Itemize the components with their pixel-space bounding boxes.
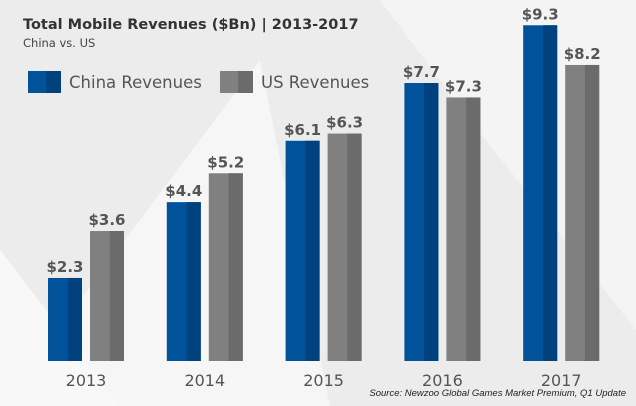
legend-item-us: US Revenues	[220, 71, 369, 93]
x-tick-label-2016: 2016	[422, 371, 463, 390]
source-note: Source: Newzoo Global Games Market Premi…	[369, 388, 626, 399]
data-label-us-2017: $8.2	[564, 45, 601, 63]
bar-shade-china-2017	[542, 25, 558, 362]
chart-title: Total Mobile Revenues ($Bn) | 2013-2017	[23, 17, 359, 33]
bar-shade-china-2014	[186, 202, 201, 361]
legend-swatch-china	[28, 71, 61, 93]
data-label-us-2015: $6.3	[326, 114, 363, 132]
bar-shade-us-2014	[228, 173, 243, 361]
data-label-china-2014: $4.4	[165, 182, 202, 200]
legend-label-china: China Revenues	[69, 72, 202, 92]
data-label-china-2015: $6.1	[284, 121, 321, 139]
x-tick-label-2013: 2013	[66, 371, 107, 390]
data-label-china-2017: $9.3	[522, 5, 559, 23]
legend-item-china: China Revenues	[28, 71, 202, 93]
data-label-us-2014: $5.2	[207, 153, 244, 171]
x-tick-label-2017: 2017	[541, 371, 582, 390]
legend-swatch-us	[220, 71, 253, 93]
bar-shade-us-2016	[466, 97, 481, 361]
bar-shade-china-2015	[305, 140, 320, 361]
chart-subtitle: China vs. US	[23, 36, 96, 50]
legend-label-us: US Revenues	[261, 72, 370, 92]
bar-shade-china-2013	[67, 277, 82, 361]
bar-shade-us-2015	[347, 133, 362, 361]
x-tick-label-2015: 2015	[303, 371, 344, 390]
bar-shade-us-2017	[584, 64, 600, 361]
data-label-us-2013: $3.6	[88, 211, 125, 229]
x-tick-label-2014: 2014	[184, 371, 225, 390]
bar-shade-us-2013	[109, 231, 124, 361]
data-label-china-2013: $2.3	[46, 258, 83, 276]
bar-shade-china-2016	[424, 83, 439, 361]
data-label-china-2016: $7.7	[403, 63, 440, 81]
data-label-us-2016: $7.3	[445, 77, 482, 95]
